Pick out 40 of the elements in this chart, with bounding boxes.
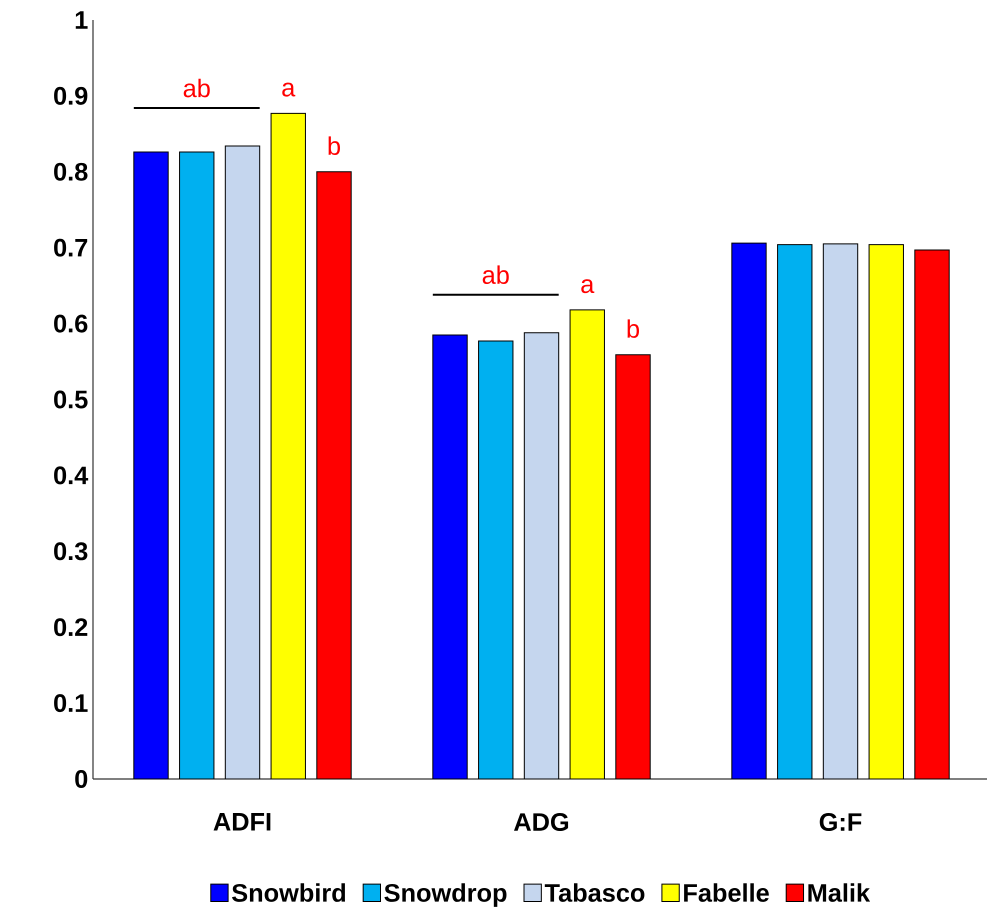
bar [731,242,767,779]
y-tick-label: 1 [76,11,88,29]
bar [570,309,605,779]
y-tick-label: 0 [75,770,88,788]
bar [224,145,260,779]
y-tick-label: 0.3 [54,542,88,560]
bar [615,354,651,779]
legend-label: Snowdrop [384,883,506,907]
y-tick-label: 0.7 [54,238,88,257]
y-tick-label: 0.5 [54,390,88,408]
y-tick-label: 0.8 [54,162,88,181]
y-tick-label: 0.6 [54,314,88,333]
y-tick-label: 0.4 [54,466,88,484]
legend-label: Snowbird [232,883,346,902]
bar [914,249,950,779]
legend-label: Fabelle [684,883,769,902]
bar [822,243,858,779]
bar [478,340,514,779]
y-tick-label: 0.9 [54,86,88,105]
bar [133,152,169,779]
x-tick-label: G:F [820,813,862,831]
bar [868,244,904,779]
data-label: b [628,319,639,338]
bar [316,171,352,779]
bar [432,334,468,779]
data-label: ab [482,265,509,284]
bar [777,244,812,779]
y-tick-label: 0.2 [54,618,88,636]
x-tick-label: ADG [514,813,568,831]
data-label: a [581,279,594,294]
legend-label: Malik [808,883,870,902]
legend-label: Tabasco [544,883,644,902]
bar [270,112,306,779]
bar [524,332,560,779]
x-tick-label: ADFI [214,813,270,830]
bar [179,152,214,779]
y-tick-label: 0.1 [54,694,88,712]
data-label: ab [184,78,210,98]
data-label: a [282,82,296,97]
data-label: b [328,136,340,156]
